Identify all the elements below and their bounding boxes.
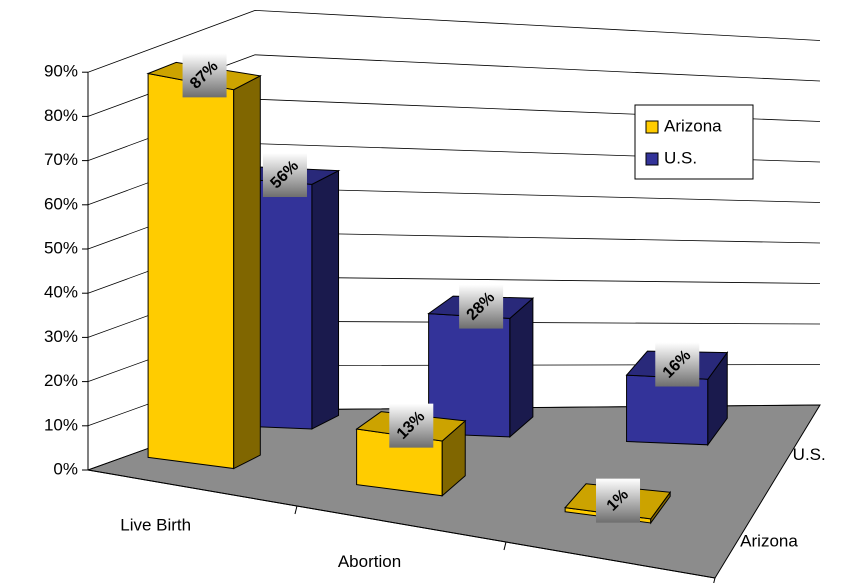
y-tick-label: 10% bbox=[44, 415, 78, 434]
x-tick-label: Live Birth bbox=[120, 515, 191, 534]
y-tick-label: 60% bbox=[44, 194, 78, 213]
value-label-bg bbox=[596, 478, 641, 523]
value-label: 56% bbox=[262, 153, 307, 198]
bar-side bbox=[509, 297, 534, 438]
bar-side bbox=[233, 75, 261, 470]
x-tick bbox=[294, 505, 298, 515]
grid-line bbox=[87, 54, 821, 117]
legend-label: U.S. bbox=[664, 148, 697, 167]
value-label: 28% bbox=[459, 284, 504, 329]
y-tick-label: 0% bbox=[53, 459, 78, 478]
value-label-bg bbox=[389, 403, 434, 448]
x-tick bbox=[503, 541, 507, 551]
value-label: 16% bbox=[655, 342, 700, 387]
x-tick-label: Abortion bbox=[338, 552, 401, 571]
value-label-bg bbox=[459, 284, 504, 329]
x-tick bbox=[713, 577, 716, 583]
value-label: 1% bbox=[596, 478, 641, 523]
y-tick-label: 30% bbox=[44, 327, 78, 346]
bars bbox=[146, 61, 729, 525]
y-tick-label: 20% bbox=[44, 371, 78, 390]
y-tick-label: 50% bbox=[44, 238, 78, 257]
legend-swatch bbox=[645, 120, 659, 134]
value-label: 13% bbox=[389, 403, 434, 448]
y-tick-label: 40% bbox=[44, 283, 78, 302]
bar-side bbox=[311, 169, 340, 430]
legend: Arizona U.S. bbox=[634, 104, 754, 180]
legend-box bbox=[634, 104, 754, 180]
depth-label: Arizona bbox=[740, 532, 798, 551]
value-label-bg bbox=[262, 153, 307, 198]
depth-label: U.S. bbox=[793, 445, 826, 464]
x-axis bbox=[87, 469, 716, 579]
legend-label: Arizona bbox=[664, 116, 722, 135]
value-label-bg bbox=[182, 53, 227, 98]
grid-line bbox=[87, 9, 821, 73]
bar-front bbox=[147, 72, 235, 470]
legend-swatch bbox=[645, 152, 659, 166]
value-label-bg bbox=[655, 342, 700, 387]
bar bbox=[427, 295, 535, 438]
y-tick-label: 80% bbox=[44, 106, 78, 125]
labels: 0% 10% 20% 30% 40% 50% 60% 70% 80% 90% Live Birth A… bbox=[44, 53, 826, 571]
value-label: 87% bbox=[182, 53, 227, 98]
y-tick-label: 70% bbox=[44, 150, 78, 169]
bar bbox=[146, 61, 262, 470]
back-wall bbox=[255, 10, 820, 411]
y-tick-label: 90% bbox=[44, 62, 78, 81]
